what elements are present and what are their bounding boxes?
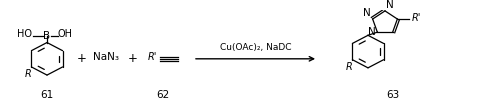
Text: 61: 61 bbox=[40, 90, 54, 100]
Text: Cu(OAc)₂, NaDC: Cu(OAc)₂, NaDC bbox=[220, 43, 291, 52]
Text: R: R bbox=[346, 62, 353, 72]
Text: N: N bbox=[386, 0, 394, 10]
Text: N: N bbox=[368, 27, 376, 37]
Text: OH: OH bbox=[58, 29, 73, 39]
Text: B: B bbox=[44, 31, 51, 41]
Text: +: + bbox=[128, 52, 138, 65]
Text: 63: 63 bbox=[386, 90, 400, 100]
Text: HO: HO bbox=[17, 29, 32, 39]
Text: +: + bbox=[77, 52, 87, 65]
Text: NaN₃: NaN₃ bbox=[93, 52, 119, 62]
Text: R': R' bbox=[148, 52, 158, 62]
Text: R: R bbox=[25, 69, 32, 79]
Text: N: N bbox=[363, 8, 370, 18]
Text: R': R' bbox=[412, 13, 420, 23]
Text: 62: 62 bbox=[156, 90, 170, 100]
